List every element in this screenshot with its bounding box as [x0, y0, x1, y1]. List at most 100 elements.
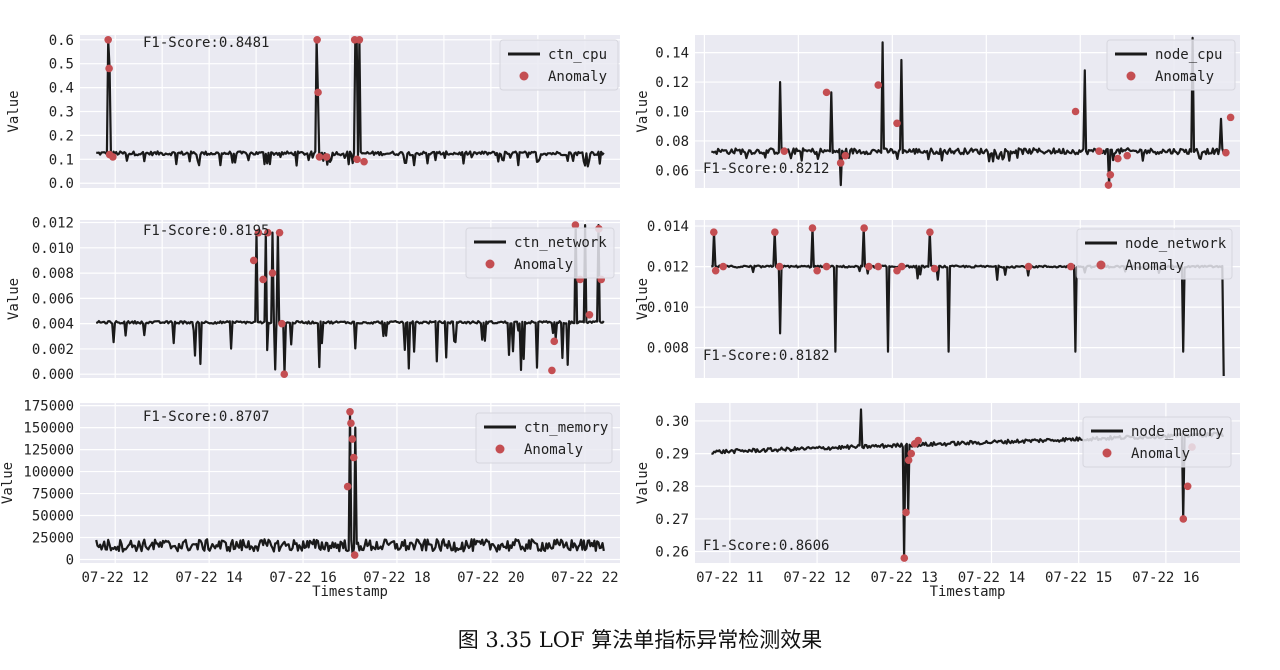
anomaly-point: [349, 453, 358, 462]
legend-anomaly-swatch: [1096, 260, 1106, 270]
anomaly-point: [813, 266, 821, 275]
anomaly-point: [275, 228, 284, 237]
anomaly-point: [355, 35, 364, 44]
x-tick-label: 07-22 16: [1132, 570, 1199, 586]
x-tick-label: 07-22 12: [783, 570, 850, 586]
f1-score-label: F1-Score:0.8195: [143, 223, 269, 239]
anomaly-point: [709, 228, 718, 236]
y-tick-label: 0.3: [49, 105, 74, 121]
x-tick-label: 07-22 14: [175, 570, 242, 586]
y-tick-label: 75000: [32, 487, 74, 503]
anomaly-point: [1123, 151, 1132, 160]
series-line-ctn_network: [95, 224, 605, 376]
panel-node_memory: 0.26 0.27 0.28 0.29 0.30 07-22 11 07-22 12 07-2…: [635, 403, 1240, 600]
y-tick-label: 0.012: [647, 260, 689, 276]
anomaly-point: [711, 266, 720, 275]
anomaly-point: [865, 262, 873, 271]
legend-series-label: ctn_network: [514, 235, 607, 251]
y-tick-label: 0.6: [49, 33, 74, 49]
legend-series-label: ctn_cpu: [548, 47, 607, 63]
panel-node_network: 0.008 0.010 0.012 0.014 Value F1-Score:0.8182…: [635, 219, 1240, 378]
anomaly-point: [836, 159, 845, 167]
x-tick-label: 07-22 13: [871, 570, 938, 586]
anomaly-point: [278, 319, 286, 328]
anomaly-point: [1104, 181, 1113, 189]
anomaly-point: [841, 151, 850, 160]
anomaly-point: [780, 147, 789, 156]
anomaly-point: [109, 153, 117, 161]
anomaly-point: [350, 551, 359, 559]
legend-anomaly-label: Anomaly: [1125, 258, 1184, 274]
anomaly-point: [313, 35, 321, 44]
y-tick-label: 0.06: [655, 163, 689, 179]
legend-anomaly-label: Anomaly: [524, 442, 583, 458]
y-tick-label: 0.000: [32, 367, 74, 383]
anomaly-point: [1226, 113, 1235, 122]
legend-anomaly-swatch: [495, 444, 505, 454]
anomaly-point: [105, 64, 113, 73]
anomaly-point: [280, 370, 289, 379]
y-tick-label: 0.004: [32, 317, 74, 333]
y-tick-label: 0.006: [32, 291, 74, 307]
y-tick-label: 25000: [32, 531, 74, 547]
anomaly-point: [353, 155, 361, 164]
y-tick-label: 0.2: [49, 128, 74, 144]
anomaly-point: [1071, 107, 1080, 116]
anomaly-point: [1106, 170, 1115, 179]
anomaly-point: [360, 157, 368, 166]
anomaly-point: [1222, 148, 1230, 157]
anomaly-point: [926, 228, 934, 236]
x-axis-label: Timestamp: [930, 584, 1006, 600]
y-axis-label: Value: [6, 90, 22, 132]
legend-anomaly-label: Anomaly: [548, 69, 607, 85]
x-tick-label: 07-22 15: [1045, 570, 1112, 586]
anomaly-point: [254, 228, 263, 237]
legend-anomaly-swatch: [1126, 71, 1136, 81]
y-tick-label: 0.5: [49, 57, 74, 73]
y-tick-label: 0.30: [655, 414, 689, 430]
anomaly-point: [822, 262, 831, 271]
y-tick-label: 0.014: [647, 219, 689, 235]
y-tick-label: 0.008: [32, 266, 74, 282]
anomaly-point: [585, 311, 594, 319]
anomaly-point: [314, 88, 322, 97]
anomaly-point: [268, 269, 277, 277]
y-tick-label: 50000: [32, 509, 74, 525]
y-tick-label: 0.28: [655, 479, 689, 495]
y-axis-label: Value: [635, 462, 651, 504]
x-tick-label: 07-22 11: [696, 570, 763, 586]
y-tick-label: 0.010: [32, 241, 74, 257]
y-tick-label: 0.1: [49, 152, 74, 168]
y-axis-label: Value: [635, 278, 651, 320]
anomaly-point: [264, 228, 272, 237]
y-tick-label: 0.4: [49, 81, 74, 97]
x-axis-label: Timestamp: [312, 584, 388, 600]
anomaly-point: [771, 228, 779, 236]
y-tick-label: 125000: [23, 443, 74, 459]
y-tick-label: 0.08: [655, 134, 689, 150]
anomaly-point: [104, 35, 112, 44]
y-tick-label: 0.14: [655, 46, 689, 62]
y-tick-label: 0.012: [32, 216, 74, 232]
legend-anomaly-swatch: [519, 71, 529, 81]
x-tick-label: 07-22 14: [958, 570, 1025, 586]
y-tick-label: 175000: [23, 399, 74, 415]
anomaly-point: [893, 119, 901, 128]
y-tick-label: 0.29: [655, 447, 689, 463]
anomaly-point: [775, 262, 784, 271]
legend-series-label: node_memory: [1131, 424, 1224, 440]
anomaly-point: [1067, 262, 1075, 271]
anomaly-point: [719, 262, 727, 271]
y-tick-label: 100000: [23, 465, 74, 481]
anomaly-point: [900, 554, 909, 562]
y-tick-label: 0.12: [655, 75, 689, 91]
x-tick-label: 07-22 12: [81, 570, 148, 586]
legend-series-label: node_network: [1125, 236, 1227, 252]
anomaly-point: [348, 435, 357, 443]
anomaly-point: [571, 221, 580, 229]
x-tick-label: 07-22 20: [457, 570, 524, 586]
x-tick-label: 07-22 18: [363, 570, 430, 586]
legend-anomaly-swatch: [485, 259, 495, 269]
anomaly-point: [902, 508, 910, 517]
y-tick-label: 0.26: [655, 545, 689, 561]
